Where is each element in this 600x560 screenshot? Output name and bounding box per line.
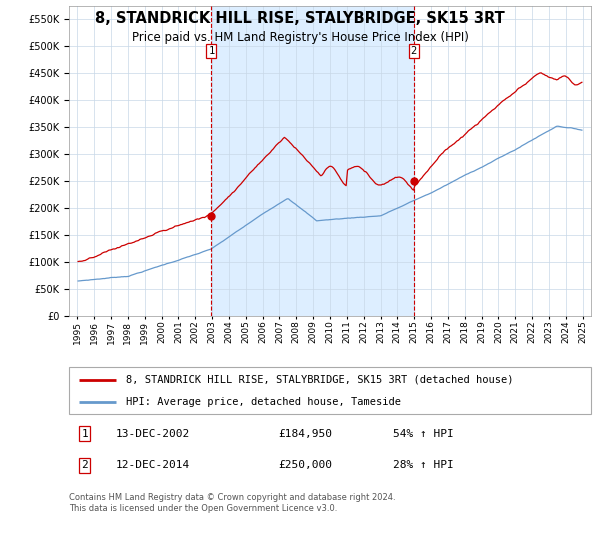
Text: 1: 1 <box>208 46 215 55</box>
Text: 2: 2 <box>410 46 416 55</box>
Text: Contains HM Land Registry data © Crown copyright and database right 2024.
This d: Contains HM Land Registry data © Crown c… <box>69 493 395 513</box>
Text: £184,950: £184,950 <box>278 428 332 438</box>
Text: 12-DEC-2014: 12-DEC-2014 <box>116 460 190 470</box>
Bar <box>211 6 413 316</box>
Text: 8, STANDRICK HILL RISE, STALYBRIDGE, SK15 3RT: 8, STANDRICK HILL RISE, STALYBRIDGE, SK1… <box>95 11 505 26</box>
Text: HPI: Average price, detached house, Tameside: HPI: Average price, detached house, Tame… <box>127 396 401 407</box>
Text: 8, STANDRICK HILL RISE, STALYBRIDGE, SK15 3RT (detached house): 8, STANDRICK HILL RISE, STALYBRIDGE, SK1… <box>127 375 514 385</box>
Text: 2: 2 <box>81 460 88 470</box>
Text: 1: 1 <box>81 428 88 438</box>
Text: 28% ↑ HPI: 28% ↑ HPI <box>392 460 454 470</box>
Text: £250,000: £250,000 <box>278 460 332 470</box>
Text: 13-DEC-2002: 13-DEC-2002 <box>116 428 190 438</box>
Text: 54% ↑ HPI: 54% ↑ HPI <box>392 428 454 438</box>
Text: Price paid vs. HM Land Registry's House Price Index (HPI): Price paid vs. HM Land Registry's House … <box>131 31 469 44</box>
FancyBboxPatch shape <box>69 367 591 414</box>
